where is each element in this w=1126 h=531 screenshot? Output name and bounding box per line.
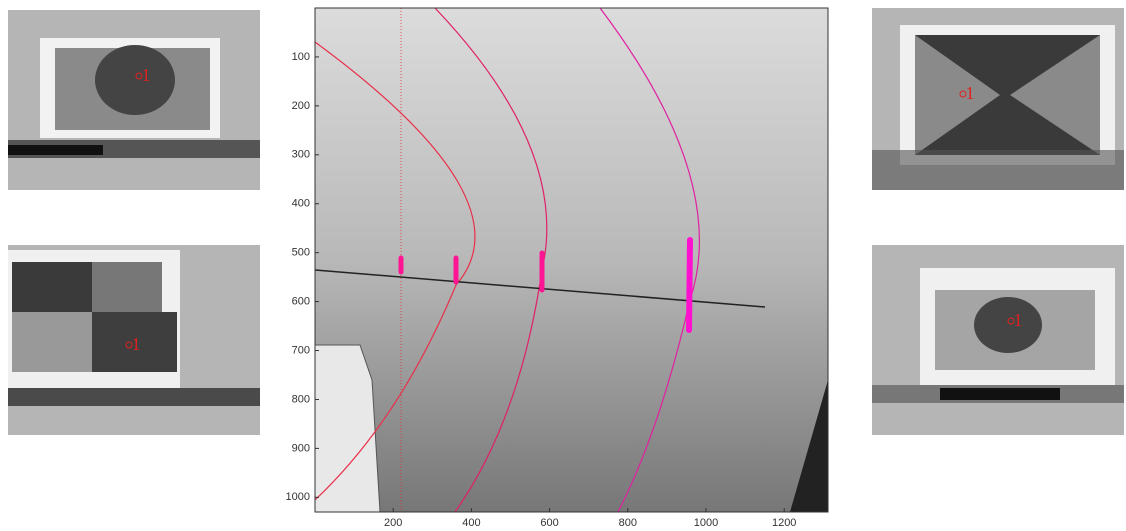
x-tick-label: 1000 [694, 517, 718, 529]
thumbnail-top-right [872, 8, 1124, 190]
thumbnail-label: 1 [142, 65, 151, 85]
thumbnail-bottom-right [872, 245, 1124, 435]
y-tick-label: 200 [292, 100, 310, 112]
thumbnail-top-left [8, 10, 260, 190]
thumbnail-label: 1 [966, 83, 975, 103]
y-tick-label: 800 [292, 393, 310, 405]
x-tick-label: 200 [384, 517, 402, 529]
y-tick-label: 100 [292, 51, 310, 63]
y-tick-label: 500 [292, 247, 310, 259]
axes-frame [314, 7, 829, 513]
y-tick-label: 300 [292, 149, 310, 161]
thumbnail-label: 1 [132, 334, 141, 354]
x-tick-label: 400 [462, 517, 480, 529]
y-tick-label: 900 [292, 442, 310, 454]
x-tick-label: 800 [619, 517, 637, 529]
y-tick-label: 600 [292, 295, 310, 307]
y-tick-label: 700 [292, 344, 310, 356]
x-tick-label: 1200 [772, 517, 796, 529]
x-tick-label: 600 [540, 517, 558, 529]
main-image [315, 8, 828, 512]
y-tick-label: 400 [292, 198, 310, 210]
y-tick-label: 1000 [286, 491, 310, 503]
thumbnail-bottom-left [8, 245, 260, 435]
thumbnail-label: 1 [1014, 310, 1023, 330]
